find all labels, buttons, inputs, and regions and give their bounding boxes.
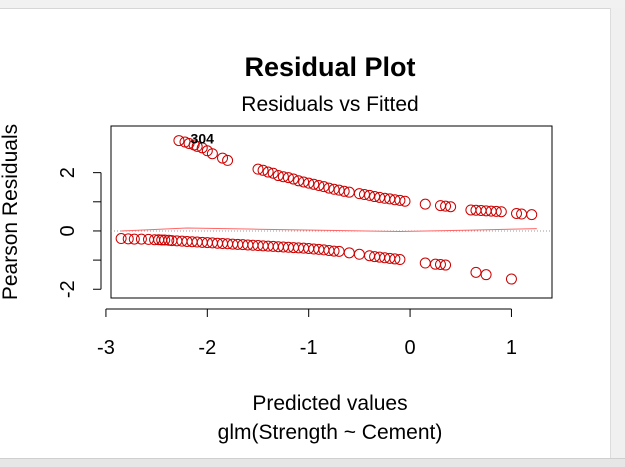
data-point [328, 183, 340, 195]
data-point [358, 189, 370, 201]
data-point [252, 163, 264, 175]
data-point [217, 152, 229, 164]
x-tick-label: -3 [97, 337, 115, 359]
data-point [308, 178, 320, 190]
data-point [293, 175, 305, 187]
data-point [333, 184, 345, 196]
y-tick-label: -2 [57, 280, 79, 298]
data-point [490, 205, 502, 217]
point-annotations: 304 [191, 131, 215, 147]
data-point [323, 182, 335, 194]
data-point [470, 266, 482, 278]
data-points [115, 135, 538, 285]
data-point [343, 247, 355, 259]
data-point [505, 273, 517, 285]
data-point [191, 140, 203, 152]
data-point [183, 137, 195, 149]
data-point [222, 154, 234, 166]
y-tick-label: 0 [57, 225, 79, 236]
data-point [399, 195, 411, 207]
data-point [262, 166, 274, 178]
data-point [318, 181, 330, 193]
data-point [298, 176, 310, 188]
data-point [338, 185, 350, 197]
y-axis: -2 0 2 [57, 167, 102, 298]
data-point [328, 245, 340, 257]
data-point [135, 233, 147, 245]
smoother-line [121, 227, 537, 233]
data-point [394, 194, 406, 206]
data-point [434, 258, 446, 270]
y-tick-label: 2 [57, 167, 79, 178]
data-point [267, 167, 279, 179]
data-point [206, 148, 218, 160]
data-point [389, 253, 401, 265]
reference-lines [111, 227, 552, 233]
data-point [257, 164, 269, 176]
data-point [313, 179, 325, 191]
data-point [480, 269, 492, 281]
data-point [440, 200, 452, 212]
data-point [419, 257, 431, 269]
x-tick-label: 1 [506, 337, 517, 359]
x-axis-label: Predicted values [252, 392, 407, 415]
data-point [353, 248, 365, 260]
x-tick-label: -2 [198, 337, 216, 359]
data-point [394, 254, 406, 266]
data-point [364, 189, 376, 201]
data-point [445, 201, 457, 213]
vertical-scrollbar[interactable] [610, 8, 625, 458]
data-point [115, 233, 127, 245]
chart-subtitle: Residuals vs Fitted [241, 93, 418, 116]
data-point [272, 170, 284, 182]
residual-chart: Residual Plot Residuals vs Fitted -3 -2 -1… [0, 52, 553, 444]
data-point [163, 234, 175, 246]
x-tick-label: -1 [300, 337, 318, 359]
x-axis-sublabel: glm(Strength ~ Cement) [218, 421, 443, 444]
data-point [526, 209, 538, 221]
data-point [122, 233, 134, 245]
data-point [159, 234, 171, 246]
chart-title: Residual Plot [244, 52, 415, 82]
data-point [282, 172, 294, 184]
point-label: 304 [191, 131, 215, 147]
data-point [511, 207, 523, 219]
data-point [440, 259, 452, 271]
plot-frame [110, 125, 553, 299]
data-point [287, 173, 299, 185]
y-axis-label: Pearson Residuals [0, 124, 22, 300]
data-point [495, 206, 507, 218]
data-point [303, 177, 315, 189]
window-bottom-bar [0, 458, 625, 467]
data-point [277, 171, 289, 183]
x-axis: -3 -2 -1 0 1 [97, 308, 517, 359]
x-tick-label: 0 [405, 337, 416, 359]
window-top-bar [0, 0, 625, 9]
data-point [173, 135, 185, 147]
data-point [419, 198, 431, 210]
data-point [128, 233, 140, 245]
